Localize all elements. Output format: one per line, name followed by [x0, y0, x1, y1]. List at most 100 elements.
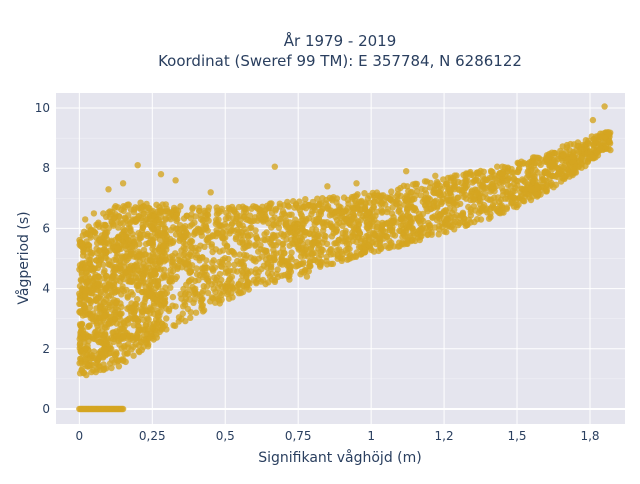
scatter-point: [602, 143, 610, 150]
scatter-point: [315, 245, 322, 252]
scatter-point: [187, 314, 194, 321]
scatter-point: [272, 207, 279, 214]
scatter-point: [355, 244, 363, 251]
scatter-point: [397, 184, 404, 192]
scatter-point: [313, 216, 320, 223]
scatter-point: [129, 235, 137, 242]
scatter-point: [153, 334, 160, 341]
scatter-point: [110, 311, 117, 318]
scatter-point: [437, 198, 444, 205]
scatter-point: [409, 181, 417, 188]
scatter-point: [273, 250, 280, 257]
scatter-point: [314, 195, 321, 202]
scatter-point: [322, 233, 329, 240]
scatter-point: [145, 204, 152, 211]
scatter-point: [356, 230, 364, 237]
scatter-point: [109, 329, 116, 336]
scatter-point: [408, 219, 415, 226]
scatter-point: [315, 237, 322, 244]
scatter-point: [515, 166, 522, 173]
scatter-point: [477, 197, 484, 205]
scatter-point: [365, 241, 372, 249]
scatter-point: [82, 216, 89, 223]
scatter-point: [199, 254, 206, 261]
scatter-point: [185, 278, 193, 285]
scatter-point: [543, 186, 550, 194]
scatter-point: [267, 254, 274, 261]
scatter-point: [139, 308, 146, 315]
scatter-point: [236, 239, 243, 246]
scatter-point: [242, 216, 250, 223]
scatter-point: [223, 209, 230, 217]
scatter-point: [302, 267, 309, 274]
scatter-point: [241, 225, 248, 233]
scatter-point: [205, 278, 212, 285]
scatter-point: [417, 233, 424, 241]
scatter-point: [318, 200, 325, 207]
scatter-point: [100, 312, 108, 319]
scatter-point: [353, 180, 360, 187]
scatter-point: [323, 221, 330, 229]
scatter-point: [539, 175, 547, 183]
scatter-point: [134, 266, 142, 274]
scatter-point: [123, 350, 131, 357]
scatter-point: [226, 267, 233, 274]
scatter-point: [287, 254, 294, 261]
scatter-point: [327, 251, 335, 258]
scatter-point: [458, 179, 465, 187]
scatter-point: [128, 346, 135, 353]
scatter-point: [334, 240, 341, 247]
y-tick-labels: 0 2 4 6 8 10: [35, 101, 50, 416]
scatter-point: [216, 221, 224, 229]
scatter-point: [227, 227, 234, 234]
scatter-point: [134, 162, 141, 169]
scatter-point: [106, 261, 113, 268]
scatter-point: [309, 250, 317, 257]
scatter-point: [576, 158, 583, 165]
scatter-point: [361, 249, 368, 256]
scatter-point: [156, 328, 163, 336]
scatter-point: [147, 304, 154, 311]
scatter-point: [114, 245, 121, 252]
scatter-point: [442, 208, 449, 215]
scatter-point: [549, 165, 556, 173]
scatter-point: [320, 227, 327, 234]
scatter-point: [114, 288, 121, 295]
scatter-point: [175, 256, 182, 264]
x-tick-label: 1,5: [507, 429, 526, 443]
scatter-point: [482, 190, 489, 198]
scatter-point: [142, 322, 149, 329]
scatter-point: [167, 267, 174, 274]
scatter-point: [524, 160, 531, 168]
scatter-point: [82, 287, 90, 294]
scatter-point: [151, 247, 158, 255]
scatter-point: [379, 222, 386, 229]
scatter-point: [175, 318, 182, 325]
scatter-point: [234, 226, 241, 233]
scatter-point: [432, 197, 439, 204]
scatter-point: [244, 232, 252, 239]
scatter-point: [102, 286, 109, 293]
scatter-point: [118, 303, 125, 311]
scatter-point: [428, 205, 435, 213]
scatter-point: [200, 283, 207, 290]
scatter-point: [203, 215, 210, 222]
scatter-point: [298, 224, 305, 232]
scatter-point: [162, 256, 170, 264]
scatter-point: [120, 226, 127, 233]
scatter-point: [337, 214, 344, 221]
scatter-point: [274, 266, 281, 273]
scatter-point: [194, 291, 201, 298]
scatter-point: [255, 205, 262, 213]
scatter-point: [95, 219, 102, 226]
scatter-point: [191, 296, 198, 303]
scatter-point: [265, 279, 272, 286]
scatter-point: [95, 261, 103, 268]
scatter-point: [534, 182, 541, 189]
scatter-point: [167, 284, 174, 291]
scatter-point: [135, 275, 142, 282]
scatter-point: [521, 186, 528, 193]
scatter-point: [558, 163, 565, 170]
scatter-point: [201, 243, 208, 250]
scatter-point: [135, 213, 142, 220]
